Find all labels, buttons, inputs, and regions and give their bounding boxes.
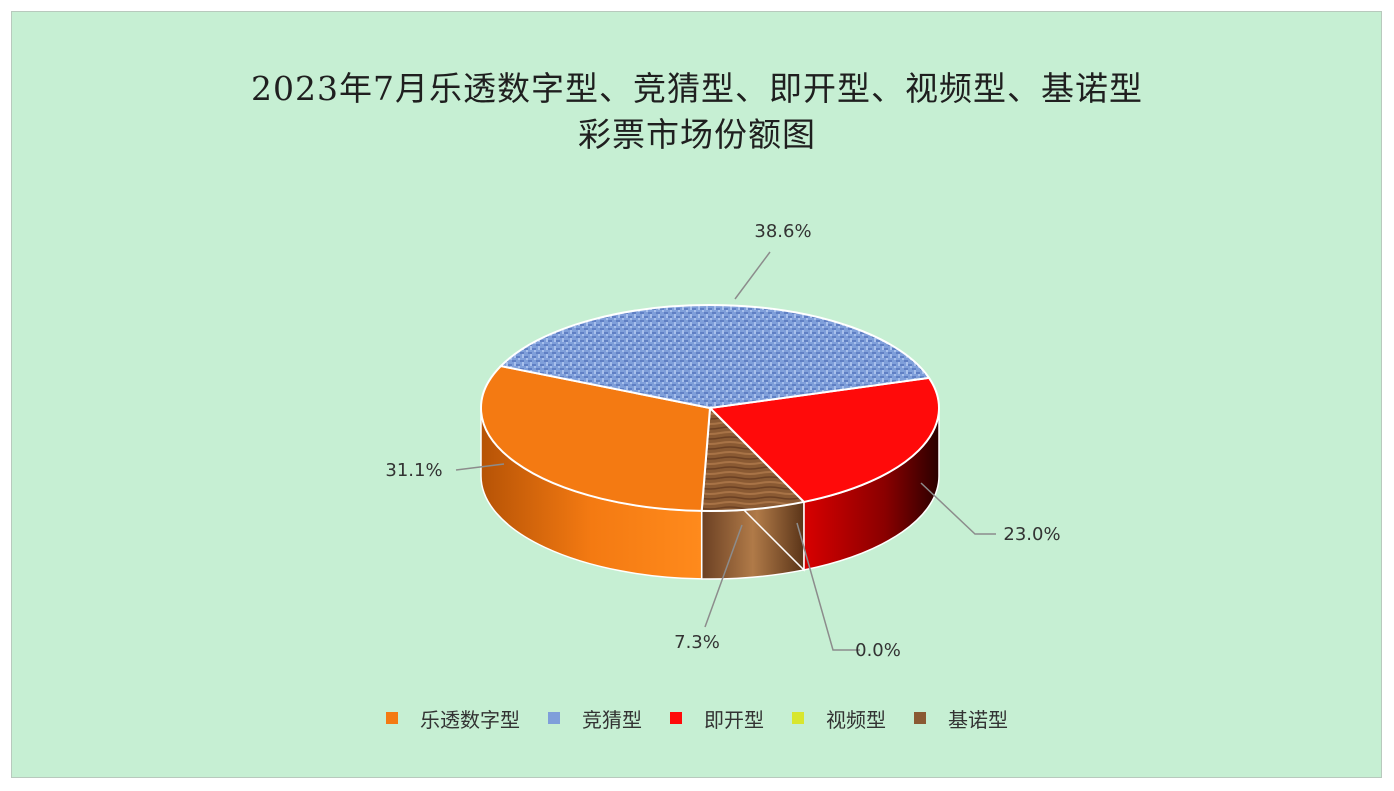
legend-label-jikai: 即开型 bbox=[704, 707, 764, 732]
pie-slice-jinuo bbox=[700, 405, 806, 512]
data-label-jikai: 23.0% bbox=[1003, 524, 1060, 545]
chart-title-line-1: 2023年7月乐透数字型、竞猜型、即开型、视频型、基诺型 bbox=[251, 69, 1143, 108]
legend-label-letou: 乐透数字型 bbox=[420, 707, 520, 732]
leader-line-letou bbox=[455, 463, 505, 471]
legend-swatch-jikai bbox=[670, 712, 682, 724]
pie-labels: 38.6% 31.1% 23.0% 0.0% 7.3% bbox=[385, 221, 1060, 661]
legend-item-jinuo: 基诺型 bbox=[914, 704, 1008, 733]
pie-sides bbox=[480, 406, 940, 580]
pie-slice-jingcai bbox=[498, 304, 931, 410]
legend-swatch-jingcai bbox=[548, 712, 560, 724]
chart-title-line-2: 彩票市场份额图 bbox=[578, 115, 816, 154]
legend-label-jinuo: 基诺型 bbox=[948, 707, 1008, 732]
legend-item-letou: 乐透数字型 bbox=[386, 704, 520, 733]
legend-label-jingcai: 竞猜型 bbox=[582, 707, 642, 732]
leader-line-shipin bbox=[796, 522, 860, 651]
legend: 乐透数字型 竞猜型 即开型 视频型 基诺型 bbox=[0, 701, 1394, 735]
chart-title: 2023年7月乐透数字型、竞猜型、即开型、视频型、基诺型 彩票市场份额图 bbox=[0, 66, 1394, 158]
pie-slice-letou bbox=[480, 364, 712, 512]
legend-item-jingcai: 竞猜型 bbox=[548, 704, 642, 733]
pie-tops bbox=[480, 304, 940, 512]
leader-line-jingcai bbox=[734, 251, 771, 300]
pie-leaders bbox=[455, 251, 996, 651]
legend-swatch-jinuo bbox=[914, 712, 926, 724]
data-label-letou: 31.1% bbox=[385, 460, 442, 481]
leader-line-jinuo bbox=[704, 524, 743, 628]
legend-label-shipin: 视频型 bbox=[826, 707, 886, 732]
legend-swatch-letou bbox=[386, 712, 398, 724]
legend-swatch-shipin bbox=[792, 712, 804, 724]
data-label-jingcai: 38.6% bbox=[754, 221, 811, 242]
legend-item-shipin: 视频型 bbox=[792, 704, 886, 733]
legend-item-jikai: 即开型 bbox=[670, 704, 764, 733]
leader-line-jikai bbox=[920, 482, 996, 535]
data-label-jinuo: 7.3% bbox=[674, 632, 720, 653]
pie-slice-jikai bbox=[707, 376, 940, 504]
data-label-shipin: 0.0% bbox=[855, 640, 901, 661]
